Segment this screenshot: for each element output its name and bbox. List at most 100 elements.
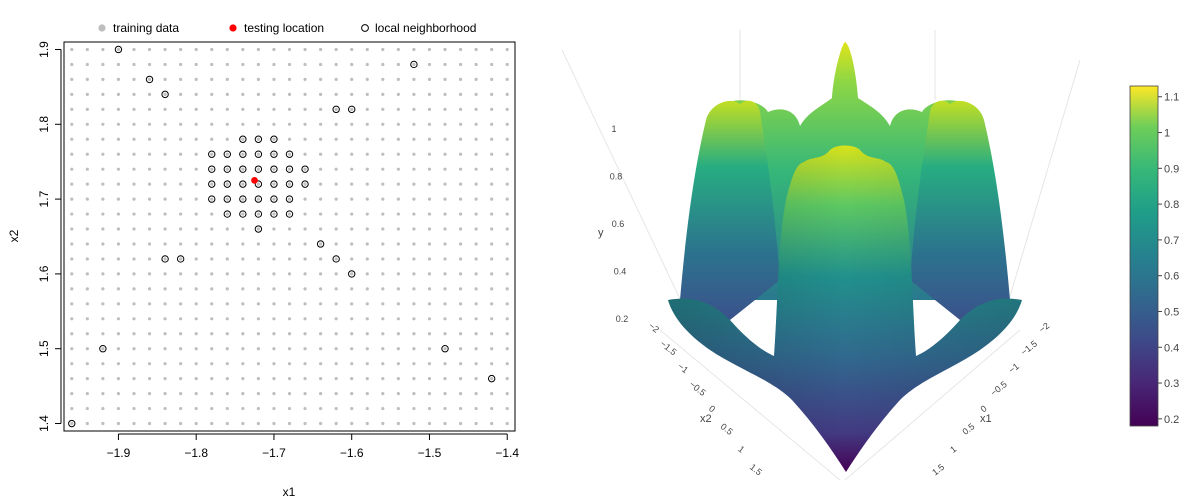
training-point xyxy=(256,272,260,276)
training-point xyxy=(241,332,245,336)
training-point xyxy=(287,62,292,67)
training-point xyxy=(427,182,432,186)
training-point xyxy=(241,317,245,321)
training-point xyxy=(272,227,276,231)
training-point xyxy=(179,227,183,231)
training-point xyxy=(70,242,74,246)
training-point xyxy=(179,332,183,336)
training-point xyxy=(505,406,509,411)
training-point xyxy=(412,302,416,306)
training-point xyxy=(443,347,447,351)
training-point xyxy=(70,302,74,306)
training-point xyxy=(427,167,432,171)
training-point xyxy=(412,227,416,231)
training-point xyxy=(101,242,105,246)
training-point xyxy=(443,122,447,126)
training-point xyxy=(334,257,338,261)
training-point xyxy=(272,257,276,261)
training-point xyxy=(365,362,369,366)
training-point xyxy=(241,391,245,396)
training-point xyxy=(458,257,463,261)
training-point xyxy=(334,107,338,111)
training-point xyxy=(179,77,183,82)
training-point xyxy=(350,272,354,276)
training-point xyxy=(396,47,400,52)
training-point xyxy=(443,332,447,336)
training-point xyxy=(474,197,478,201)
training-point xyxy=(505,287,509,291)
training-point xyxy=(85,287,89,291)
x2-tick-label: 0 xyxy=(707,403,717,414)
training-point xyxy=(194,302,198,306)
neighborhood-point xyxy=(487,374,496,383)
training-point xyxy=(225,391,229,396)
training-point xyxy=(427,152,432,156)
training-point xyxy=(210,332,214,336)
training-point xyxy=(194,332,198,336)
training-point xyxy=(225,47,229,52)
training-point xyxy=(350,122,354,126)
training-point xyxy=(396,391,400,396)
training-point xyxy=(490,257,494,261)
training-point xyxy=(427,227,432,231)
training-point xyxy=(194,391,198,396)
training-point xyxy=(381,167,385,171)
training-point xyxy=(396,302,400,306)
training-point xyxy=(256,212,260,216)
training-point xyxy=(474,62,478,67)
training-point xyxy=(319,47,323,52)
training-point xyxy=(490,377,494,381)
training-point xyxy=(458,137,463,141)
training-point xyxy=(225,362,229,366)
training-point xyxy=(458,332,463,336)
training-point xyxy=(443,92,447,96)
training-point xyxy=(225,62,229,67)
training-point xyxy=(505,122,509,126)
training-point xyxy=(490,347,494,351)
training-point xyxy=(350,287,354,291)
y-tick-label: 1.5 xyxy=(37,340,51,357)
x2-tick-label: −2 xyxy=(647,321,661,335)
training-point xyxy=(334,317,338,321)
x2-tick-label: −1 xyxy=(676,361,690,375)
training-point xyxy=(505,77,509,82)
neighborhood-point xyxy=(239,135,247,143)
training-point xyxy=(85,421,89,426)
training-point xyxy=(179,302,183,306)
training-point xyxy=(319,302,323,306)
training-point xyxy=(194,92,198,96)
training-point xyxy=(163,242,167,246)
training-point xyxy=(412,197,416,201)
neighborhood-point xyxy=(348,105,356,114)
training-point xyxy=(319,167,323,171)
training-point xyxy=(256,167,260,171)
training-point xyxy=(505,62,509,67)
training-point xyxy=(85,47,89,52)
training-point xyxy=(365,287,369,291)
training-point xyxy=(303,242,307,246)
training-point xyxy=(334,47,338,52)
training-point xyxy=(210,272,214,276)
training-point xyxy=(412,137,416,141)
training-point xyxy=(381,107,385,111)
training-point xyxy=(256,317,260,321)
training-point xyxy=(474,77,478,82)
testing-point xyxy=(251,176,258,184)
training-point xyxy=(163,421,167,426)
neighborhood-point xyxy=(254,165,263,173)
training-point xyxy=(474,167,478,171)
training-point xyxy=(163,137,167,141)
training-point xyxy=(210,62,214,67)
training-point xyxy=(381,77,385,82)
neighborhood-point xyxy=(68,419,76,428)
x1-tick-label: −2 xyxy=(1037,321,1051,335)
training-point xyxy=(272,317,276,321)
training-point xyxy=(365,347,369,351)
training-point xyxy=(256,77,260,82)
training-point xyxy=(381,92,385,96)
training-point xyxy=(116,152,121,156)
neighborhood-point xyxy=(239,210,247,218)
training-point xyxy=(443,107,447,111)
training-point xyxy=(116,406,121,411)
training-point xyxy=(303,137,307,141)
